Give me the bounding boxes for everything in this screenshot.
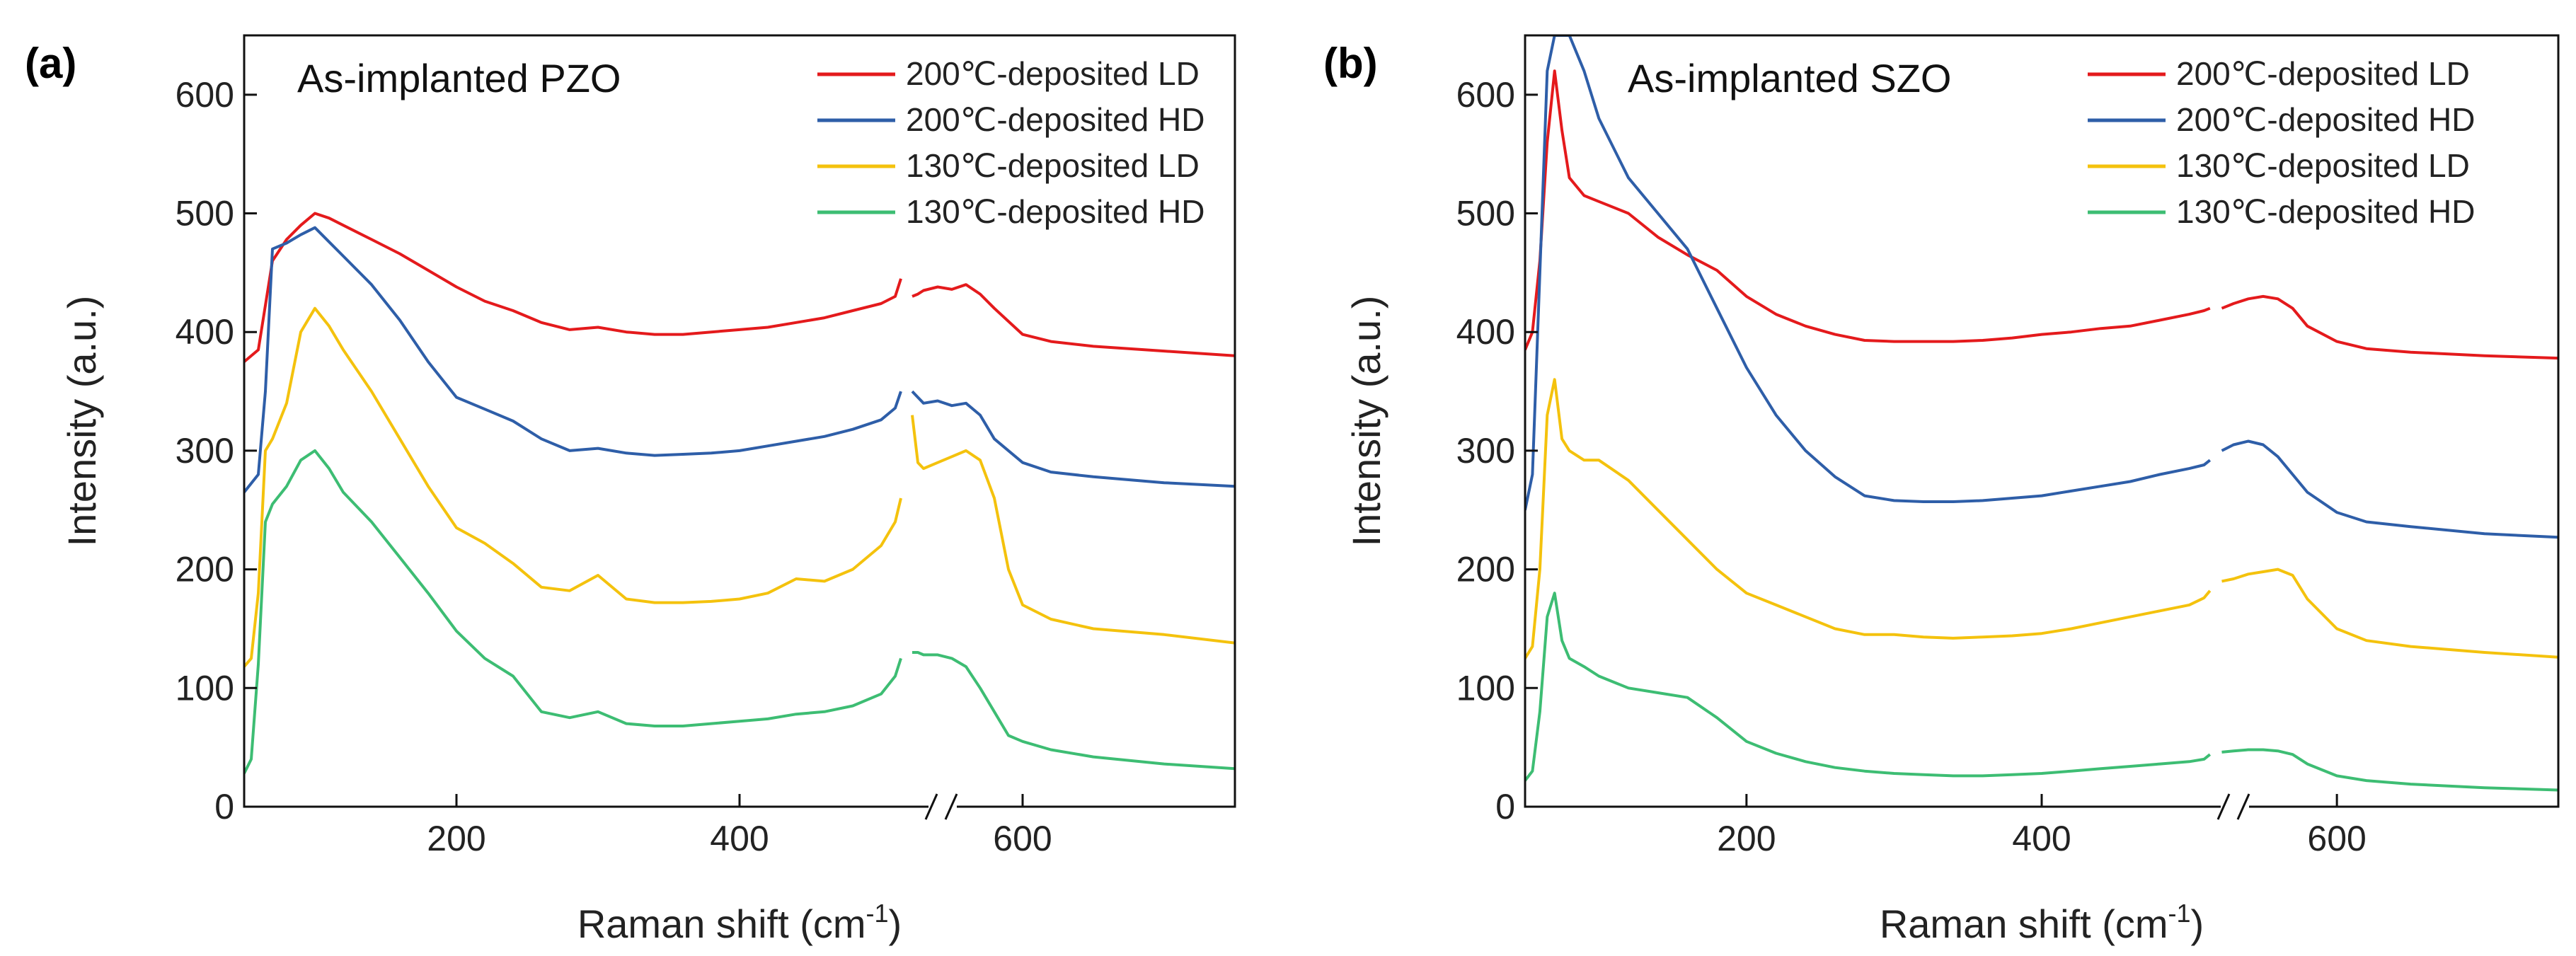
- legend-label-b-0: 200℃-deposited LD: [2176, 55, 2470, 92]
- x-axis-label-a: Raman shift (cm-1): [577, 899, 902, 946]
- legend-label-a-1: 200℃-deposited HD: [906, 101, 1204, 138]
- x-tick-label-a-1: 400: [710, 819, 769, 858]
- panel-title-b: As-implanted SZO: [1628, 56, 1952, 100]
- legend-label-b-1: 200℃-deposited HD: [2176, 101, 2475, 138]
- legend-label-b-3: 130℃-deposited HD: [2176, 193, 2475, 230]
- legend-label-a-0: 200℃-deposited LD: [906, 55, 1200, 92]
- plot-area-a: [244, 212, 1235, 774]
- y-ticks-b: 0 100 200 300 400 500 600: [1456, 75, 1538, 827]
- series-line-b-3-seg1: [2221, 748, 2558, 792]
- y-tick-label-b-4: 400: [1456, 312, 1515, 352]
- x-tick-label-b-2: 600: [2307, 819, 2366, 858]
- series-line-b-1-seg1: [2221, 439, 2558, 539]
- x-ticks-a: 200 400 600: [427, 794, 1052, 858]
- x-axis-label-b: Raman shift (cm-1): [1880, 899, 2204, 946]
- legend-label-a-2: 130℃-deposited LD: [906, 147, 1200, 184]
- series-line-b-0-seg0: [1525, 69, 2211, 351]
- series-line-a-1-seg0: [244, 226, 902, 493]
- legend-label-b-2: 130℃-deposited LD: [2176, 147, 2470, 184]
- y-tick-label-b-1: 100: [1456, 668, 1515, 708]
- y-ticks-a: 0 100 200 300 400 500 600: [176, 75, 257, 827]
- plot-area-b: [1525, 35, 2558, 792]
- panel-a: (a) As-implanted PZO 200 400 600 0 100 200 30…: [25, 34, 1236, 946]
- y-tick-label-a-1: 100: [176, 668, 234, 708]
- series-line-a-2-seg0: [244, 306, 902, 668]
- axis-break-b: [2216, 791, 2250, 822]
- panel-b: (b) As-implanted SZO 200 400 600 0 100 200 30…: [1323, 34, 2560, 946]
- y-tick-label-a-6: 600: [176, 75, 234, 115]
- series-line-a-0-seg1: [912, 283, 1235, 357]
- axis-break-a: [924, 791, 958, 822]
- y-tick-label-a-3: 300: [176, 431, 234, 471]
- series-line-b-3-seg0: [1525, 592, 2212, 782]
- series-line-b-2-seg0: [1525, 378, 2212, 660]
- legend-label-a-3: 130℃-deposited HD: [906, 193, 1204, 230]
- series-line-a-0-seg0: [244, 212, 902, 363]
- y-tick-label-a-5: 500: [176, 194, 234, 234]
- panel-label-a: (a): [25, 40, 76, 87]
- x-tick-label-a-0: 200: [427, 819, 485, 858]
- series-line-a-3-seg1: [912, 651, 1235, 771]
- panel-title-a: As-implanted PZO: [297, 56, 621, 100]
- y-tick-label-b-5: 500: [1456, 194, 1515, 234]
- series-line-a-2-seg1: [911, 415, 1235, 645]
- x-ticks-b: 200 400 600: [1717, 794, 2367, 858]
- x-tick-label-b-1: 400: [2012, 819, 2071, 858]
- y-tick-label-a-2: 200: [176, 550, 234, 589]
- x-tick-label-b-0: 200: [1717, 819, 1776, 858]
- series-line-b-1-seg0: [1525, 35, 2212, 511]
- series-line-a-3-seg0: [244, 449, 902, 774]
- panel-label-b: (b): [1323, 40, 1378, 87]
- y-tick-label-a-0: 0: [214, 787, 234, 827]
- y-axis-label-a: Intensity (a.u.): [59, 296, 104, 547]
- series-line-a-1-seg1: [911, 390, 1235, 488]
- y-tick-label-b-0: 0: [1495, 787, 1515, 827]
- legend-b: 200℃-deposited LD 200℃-deposited HD 130℃…: [2088, 55, 2475, 230]
- y-axis-label-b: Intensity (a.u.): [1344, 296, 1388, 547]
- series-line-b-2-seg1: [2221, 568, 2558, 659]
- series-line-b-0-seg1: [2221, 294, 2558, 360]
- y-tick-label-b-2: 200: [1456, 550, 1515, 589]
- y-tick-label-b-3: 300: [1456, 431, 1515, 471]
- legend-a: 200℃-deposited LD 200℃-deposited HD 130℃…: [817, 55, 1204, 230]
- y-tick-label-a-4: 400: [176, 312, 234, 352]
- y-tick-label-b-6: 600: [1456, 75, 1515, 115]
- x-tick-label-a-2: 600: [993, 819, 1052, 858]
